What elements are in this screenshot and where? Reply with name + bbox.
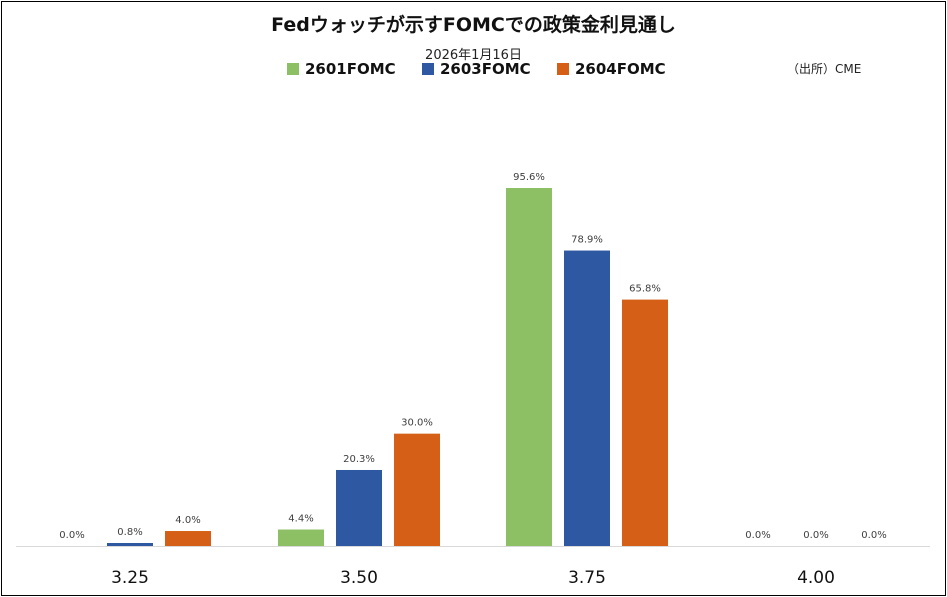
legend-swatch-2603fomc xyxy=(422,63,434,75)
data-label-2601fomc-3.50: 4.4% xyxy=(288,514,313,525)
legend: 2601FOMC 2603FOMC 2604FOMC xyxy=(0,59,947,79)
data-label-2601fomc-3.25: 0.0% xyxy=(59,530,84,541)
chart-title: Fedウォッチが示すFOMCでの政策金利見通し xyxy=(271,14,676,36)
bar-2604fomc-3.25 xyxy=(165,531,211,546)
bar-2603fomc-3.25 xyxy=(107,543,153,546)
source-note: （出所）CME xyxy=(787,62,862,76)
data-label-2603fomc-3.75: 78.9% xyxy=(571,235,603,246)
legend-swatch-2604fomc xyxy=(557,63,569,75)
x-tick-label-3.50: 3.50 xyxy=(340,568,378,588)
x-tick-label-3.75: 3.75 xyxy=(568,568,606,588)
bar-2603fomc-3.50 xyxy=(336,469,382,546)
bar-2601fomc-3.75 xyxy=(506,188,552,546)
data-label-2601fomc-4.00: 0.0% xyxy=(745,530,770,541)
bar-2603fomc-3.75 xyxy=(564,250,610,546)
data-label-2603fomc-4.00: 0.0% xyxy=(803,530,828,541)
legend-label-2603fomc: 2603FOMC xyxy=(440,60,531,78)
bar-2604fomc-3.75 xyxy=(622,299,668,546)
data-label-2604fomc-3.75: 65.8% xyxy=(629,284,661,295)
data-label-2604fomc-4.00: 0.0% xyxy=(861,530,886,541)
bar-2604fomc-3.50 xyxy=(394,433,440,546)
legend-label-2604fomc: 2604FOMC xyxy=(575,60,666,78)
legend-item-2604fomc: 2604FOMC xyxy=(557,59,666,79)
legend-swatch-2601fomc xyxy=(287,63,299,75)
legend-item-2601fomc: 2601FOMC xyxy=(287,59,396,79)
x-tick-label-3.25: 3.25 xyxy=(111,568,149,588)
bar-2601fomc-3.50 xyxy=(278,529,324,546)
legend-item-2603fomc: 2603FOMC xyxy=(422,59,531,79)
data-label-2603fomc-3.50: 20.3% xyxy=(343,454,375,465)
data-label-2603fomc-3.25: 0.8% xyxy=(117,527,142,538)
data-label-2601fomc-3.75: 95.6% xyxy=(513,172,545,183)
data-label-2604fomc-3.25: 4.0% xyxy=(175,515,200,526)
data-label-2604fomc-3.50: 30.0% xyxy=(401,418,433,429)
legend-label-2601fomc: 2601FOMC xyxy=(305,60,396,78)
x-tick-label-4.00: 4.00 xyxy=(797,568,835,588)
chart-subtitle: 2026年1月16日 xyxy=(425,48,522,63)
